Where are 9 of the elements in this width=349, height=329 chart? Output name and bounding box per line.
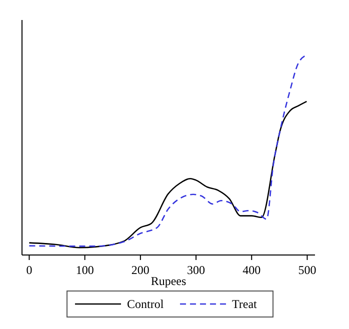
x-tick-label: 200 <box>131 262 150 277</box>
legend-label: Treat <box>232 297 258 311</box>
x-tick-label: 400 <box>242 262 261 277</box>
legend-label: Control <box>127 297 164 311</box>
x-axis-title: Rupees <box>150 274 186 288</box>
x-tick-label: 500 <box>298 262 316 277</box>
x-tick-label: 100 <box>76 262 94 277</box>
x-tick-label: 300 <box>187 262 206 277</box>
x-tick-label: 0 <box>26 262 32 277</box>
